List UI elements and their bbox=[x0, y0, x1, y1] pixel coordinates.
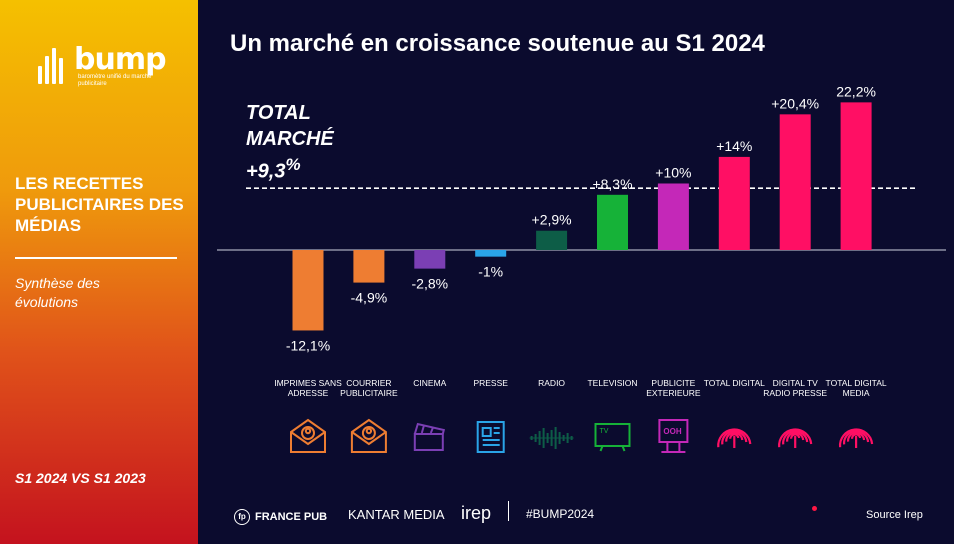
fingerprint-icon bbox=[838, 428, 874, 448]
logo-subtitle: baromètre unifié du marché publicitaire bbox=[78, 74, 152, 87]
billboard-icon: OOH bbox=[658, 419, 689, 453]
category-label: DIGITAL TV RADIO PRESSE bbox=[763, 378, 828, 398]
category-label: RADIO bbox=[538, 378, 566, 388]
category-label: TOTAL DIGITAL bbox=[703, 378, 765, 388]
bar bbox=[840, 102, 872, 251]
total-line1: TOTAL bbox=[246, 102, 311, 124]
footer-separator bbox=[508, 501, 509, 521]
data-label: +2,9% bbox=[532, 212, 572, 228]
fingerprint-icon bbox=[717, 428, 752, 448]
sidebar-subtitle: Synthèse des évolutions bbox=[15, 275, 100, 310]
sidebar-panel: bump baromètre unifié du marché publicit… bbox=[0, 0, 198, 544]
bars-icon bbox=[38, 48, 68, 84]
tv-icon: TV bbox=[594, 423, 631, 452]
bar bbox=[292, 250, 324, 331]
category-label: PRESSE bbox=[473, 378, 508, 388]
period-label: S1 2024 VS S1 2023 bbox=[15, 470, 146, 486]
category-label: TOTAL DIGITAL MEDIA bbox=[825, 378, 887, 398]
data-label: +8,3% bbox=[592, 176, 632, 192]
source-label: Source Irep bbox=[866, 509, 923, 521]
total-market-label: TOTAL MARCHÉ +9,3% bbox=[246, 100, 334, 185]
bar bbox=[353, 250, 385, 283]
total-value: +9,3 bbox=[246, 160, 286, 183]
sidebar-headline: LES RECETTES PUBLICITAIRES DES MÉDIAS bbox=[15, 174, 184, 235]
envelope-person-icon bbox=[290, 418, 326, 453]
fingerprint-icon bbox=[778, 428, 813, 448]
bar bbox=[779, 114, 811, 250]
total-unit: % bbox=[285, 155, 301, 174]
newspaper-icon bbox=[476, 421, 505, 453]
soundwave-icon bbox=[529, 427, 574, 449]
hashtag: #BUMP2024 bbox=[526, 507, 595, 521]
bar bbox=[475, 250, 507, 257]
red-dot bbox=[812, 506, 817, 511]
category-label: COURRIER PUBLICITAIRE bbox=[340, 378, 398, 398]
data-label: +20,4% bbox=[771, 95, 819, 111]
total-line2: MARCHÉ bbox=[246, 128, 334, 150]
fp-icon: fp bbox=[234, 509, 250, 525]
category-label: IMPRIMES SANS ADRESSE bbox=[274, 378, 342, 398]
total-value-row: +9,3% bbox=[246, 152, 334, 185]
data-label: +14% bbox=[716, 138, 752, 154]
envelope-person-icon bbox=[350, 418, 387, 453]
bar bbox=[657, 183, 689, 250]
irep-logo: irep bbox=[461, 503, 492, 523]
clapperboard-icon bbox=[413, 422, 446, 451]
data-label: 22,2% bbox=[836, 83, 876, 99]
francepub-logo: fp FRANCE PUB bbox=[234, 509, 327, 525]
category-label: CINEMA bbox=[413, 378, 447, 388]
svg-text:OOH: OOH bbox=[663, 427, 681, 436]
data-label: +10% bbox=[655, 165, 691, 181]
kantar-logo: KANTAR MEDIA bbox=[348, 507, 445, 522]
data-label: -4,9% bbox=[351, 290, 388, 306]
data-label: -1% bbox=[478, 264, 503, 280]
svg-text:TV: TV bbox=[600, 428, 609, 435]
data-label: -12,1% bbox=[286, 337, 330, 353]
francepub-label: FRANCE PUB bbox=[255, 510, 328, 523]
bar bbox=[414, 250, 446, 269]
divider bbox=[15, 257, 177, 259]
page-title: Un marché en croissance soutenue au S1 2… bbox=[230, 30, 765, 57]
logo-text: bump bbox=[74, 42, 167, 77]
category-label: TELEVISION bbox=[587, 378, 638, 388]
category-label: PUBLICITE EXTERIEURE bbox=[646, 378, 701, 398]
bar bbox=[718, 156, 750, 250]
bar bbox=[536, 230, 568, 250]
bar bbox=[597, 194, 628, 250]
data-label: -2,8% bbox=[412, 276, 449, 292]
